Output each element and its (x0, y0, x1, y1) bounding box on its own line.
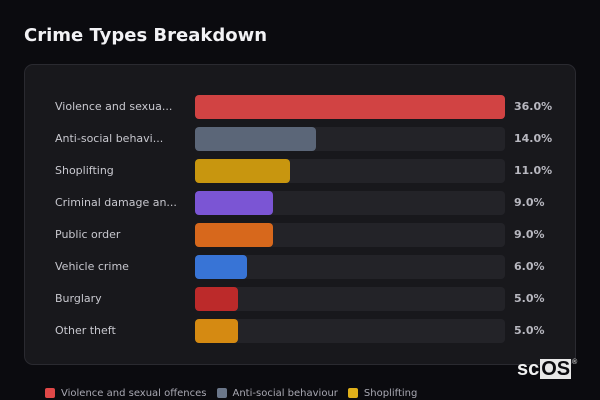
bar-track (195, 95, 505, 119)
bar-fill[interactable] (195, 127, 316, 151)
legend-label: Anti-social behaviour (232, 387, 338, 399)
bar-fill[interactable] (195, 159, 290, 183)
bar-value: 36.0% (514, 100, 553, 113)
bar-value: 11.0% (514, 164, 553, 177)
bar-value: 6.0% (514, 260, 545, 273)
bar-track (195, 319, 505, 343)
legend-swatch-icon (45, 388, 55, 398)
watermark-boxed: OS (540, 358, 572, 380)
bar-value: 9.0% (514, 228, 545, 241)
bar-row: Violence and sexua... 36.0% (25, 95, 575, 119)
legend-swatch-icon (347, 388, 358, 398)
legend-item[interactable]: Anti-social behaviour (216, 387, 338, 399)
bar-track (195, 191, 505, 215)
bar-fill[interactable] (195, 95, 505, 119)
bar-fill[interactable] (195, 191, 273, 215)
bar-fill[interactable] (195, 287, 239, 311)
bar-value: 5.0% (514, 324, 545, 337)
bar-row: Other theft 5.0% (25, 319, 575, 343)
chart-legend: Violence and sexual offences Anti-social… (45, 386, 417, 400)
bar-track (195, 159, 505, 183)
bar-track (195, 255, 505, 279)
watermark-prefix: sc (517, 358, 540, 380)
legend-label: Violence and sexual offences (61, 387, 207, 399)
bar-track (195, 287, 505, 311)
bar-label: Criminal damage an... (55, 196, 177, 209)
bar-label: Other theft (55, 324, 116, 337)
bar-value: 14.0% (514, 132, 553, 145)
bar-value: 5.0% (514, 292, 545, 305)
bar-row: Burglary 5.0% (25, 287, 575, 311)
bar-track (195, 127, 505, 151)
scos-watermark-logo: sc OS ® (517, 359, 577, 379)
bar-label: Public order (55, 228, 121, 241)
bar-row: Criminal damage an... 9.0% (25, 191, 575, 215)
page-title: Crime Types Breakdown (24, 25, 268, 46)
bar-fill[interactable] (195, 223, 273, 247)
legend-swatch-icon (216, 388, 227, 398)
bar-fill[interactable] (195, 255, 247, 279)
bar-value: 9.0% (514, 196, 545, 209)
bar-row: Anti-social behavi... 14.0% (25, 127, 575, 151)
bar-label: Burglary (55, 292, 102, 305)
legend-item[interactable]: Shoplifting (347, 387, 418, 399)
bar-label: Violence and sexua... (55, 100, 173, 113)
bar-label: Anti-social behavi... (55, 132, 164, 145)
bar-label: Vehicle crime (55, 260, 129, 273)
bar-fill[interactable] (195, 319, 239, 343)
bar-track (195, 223, 505, 247)
bar-row: Public order 9.0% (25, 223, 575, 247)
bar-row: Shoplifting 11.0% (25, 159, 575, 183)
bar-row: Vehicle crime 6.0% (25, 255, 575, 279)
chart-card: Violence and sexua... 36.0% Anti-social … (24, 64, 576, 365)
legend-label: Shoplifting (363, 387, 418, 399)
registered-mark-icon: ® (572, 359, 578, 366)
legend-item[interactable]: Violence and sexual offences (45, 388, 207, 399)
bar-label: Shoplifting (55, 164, 114, 177)
